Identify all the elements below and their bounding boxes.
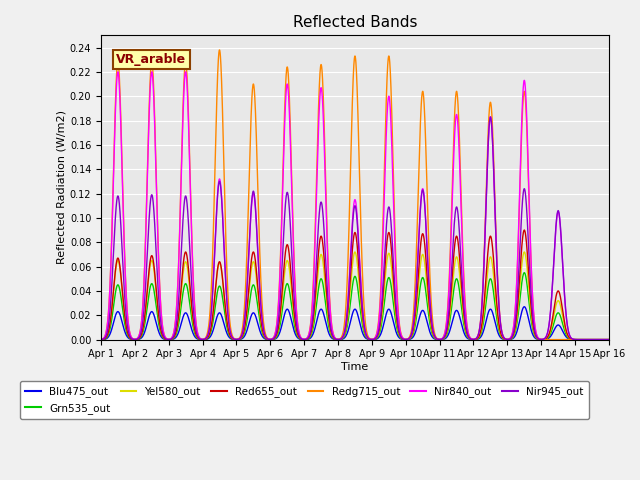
Nir945_out [97, 336, 105, 342]
Line: Blu475_out: Blu475_out [101, 307, 609, 340]
Nir945_out [155, 299, 163, 305]
Blu475_out [97, 336, 105, 342]
Yel580_out [595, 337, 603, 343]
Redg715_out [216, 47, 223, 53]
Red655_out [292, 323, 300, 328]
Redg715_out [155, 265, 163, 271]
Yel580_out [292, 325, 300, 331]
Yel580_out [155, 316, 163, 322]
X-axis label: Time: Time [341, 362, 369, 372]
Nir840_out [605, 337, 612, 343]
Nir945_out [572, 337, 579, 343]
Red655_out [572, 337, 579, 343]
Blu475_out [572, 337, 579, 343]
Yel580_out [572, 337, 579, 343]
Nir840_out [292, 301, 300, 307]
Redg715_out [605, 337, 612, 343]
Grn535_out [97, 336, 105, 342]
Redg715_out [595, 337, 603, 343]
Blu475_out [185, 317, 193, 323]
Yel580_out [97, 336, 105, 342]
Blu475_out [595, 337, 603, 343]
Nir945_out [314, 233, 322, 239]
Line: Nir840_out: Nir840_out [101, 72, 609, 340]
Nir945_out [605, 337, 612, 343]
Blu475_out [605, 337, 612, 343]
Blu475_out [541, 336, 548, 342]
Grn535_out [155, 322, 163, 328]
Line: Redg715_out: Redg715_out [101, 50, 609, 340]
Nir945_out [486, 114, 494, 120]
Redg715_out [97, 336, 105, 342]
Redg715_out [541, 337, 548, 343]
Nir945_out [541, 336, 548, 342]
Nir840_out [572, 337, 579, 343]
Line: Nir945_out: Nir945_out [101, 117, 609, 340]
Yel580_out [541, 336, 548, 342]
Nir840_out [156, 272, 163, 277]
Text: VR_arable: VR_arable [116, 53, 186, 66]
Line: Yel580_out: Yel580_out [101, 252, 609, 340]
Nir840_out [114, 69, 122, 75]
Grn535_out [572, 337, 579, 343]
Red655_out [185, 273, 193, 278]
Red655_out [605, 337, 612, 343]
Red655_out [314, 259, 322, 264]
Nir840_out [314, 142, 322, 147]
Title: Reflected Bands: Reflected Bands [292, 15, 417, 30]
Blu475_out [155, 329, 163, 335]
Red655_out [520, 227, 528, 233]
Legend: Blu475_out, Grn535_out, Yel580_out, Red655_out, Redg715_out, Nir840_out, Nir945_: Blu475_out, Grn535_out, Yel580_out, Red6… [20, 381, 589, 419]
Nir840_out [186, 147, 193, 153]
Line: Red655_out: Red655_out [101, 230, 609, 340]
Yel580_out [605, 337, 612, 343]
Nir840_out [595, 337, 603, 343]
Red655_out [155, 315, 163, 321]
Grn535_out [314, 291, 322, 297]
Blu475_out [292, 332, 300, 338]
Grn535_out [292, 328, 300, 334]
Nir840_out [97, 336, 105, 342]
Blu475_out [314, 314, 322, 320]
Nir945_out [185, 232, 193, 238]
Nir840_out [541, 336, 548, 342]
Blu475_out [520, 304, 528, 310]
Redg715_out [292, 299, 300, 305]
Grn535_out [605, 337, 612, 343]
Red655_out [541, 336, 548, 342]
Yel580_out [351, 249, 358, 255]
Yel580_out [185, 280, 193, 286]
Y-axis label: Reflected Radiation (W/m2): Reflected Radiation (W/m2) [57, 110, 67, 264]
Yel580_out [314, 273, 322, 278]
Redg715_out [185, 134, 193, 140]
Grn535_out [520, 270, 528, 276]
Redg715_out [538, 337, 545, 343]
Nir945_out [292, 315, 300, 321]
Nir945_out [595, 337, 603, 343]
Red655_out [595, 337, 603, 343]
Red655_out [97, 336, 105, 342]
Grn535_out [185, 296, 193, 301]
Redg715_out [314, 124, 322, 130]
Line: Grn535_out: Grn535_out [101, 273, 609, 340]
Grn535_out [595, 337, 603, 343]
Grn535_out [541, 336, 548, 342]
